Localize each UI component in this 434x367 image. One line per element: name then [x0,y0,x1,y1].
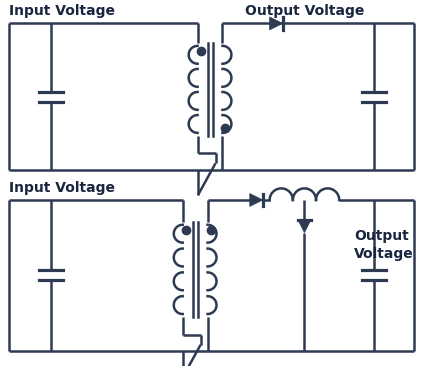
Polygon shape [297,220,310,233]
Text: Output
Voltage: Output Voltage [353,229,413,261]
Polygon shape [269,17,282,30]
Text: Input Voltage: Input Voltage [9,181,115,195]
Text: Output Voltage: Output Voltage [244,4,363,18]
Text: Input Voltage: Input Voltage [9,4,115,18]
Polygon shape [249,193,262,206]
